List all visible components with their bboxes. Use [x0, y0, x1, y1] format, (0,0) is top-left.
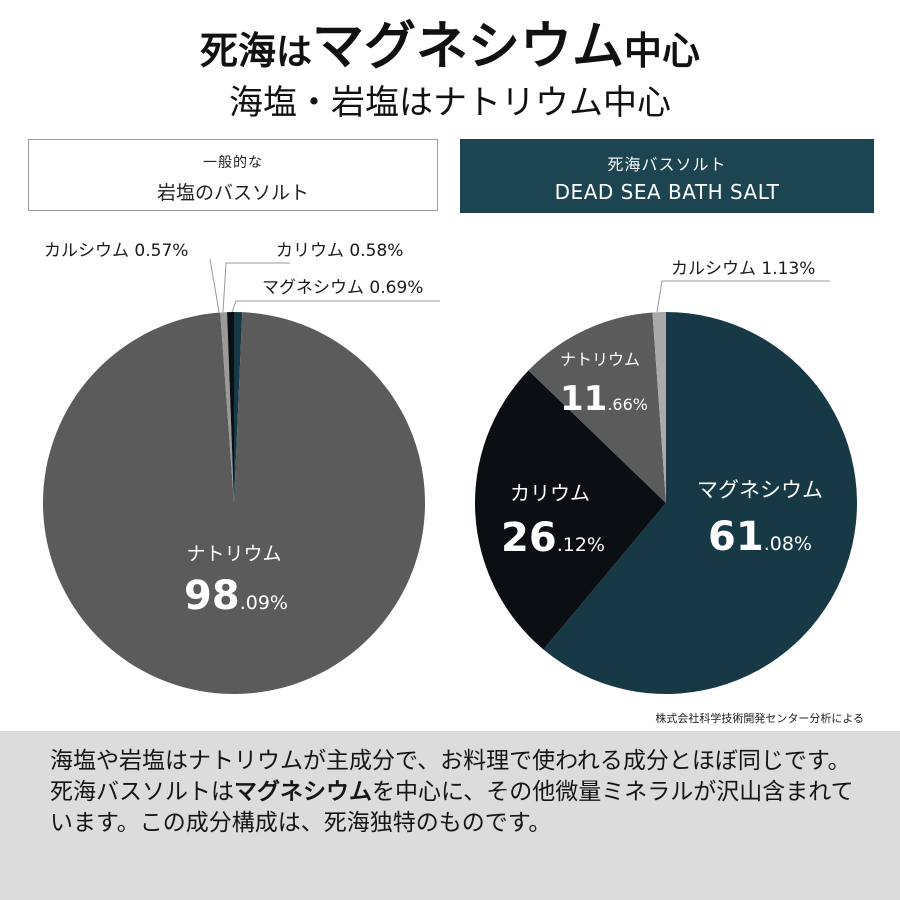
right-potassium-value: 26.12%	[501, 515, 605, 561]
right-magnesium-value: 61.08%	[708, 514, 812, 560]
left-magnesium-leader	[231, 300, 440, 313]
description-line1: 海塩や岩塩はナトリウムが主成分で、お料理で使われる成分とほぼ同じです。	[50, 748, 851, 774]
dead-sea-header-line2: DEAD SEA BATH SALT	[554, 180, 780, 204]
left-sodium-int: 98	[184, 573, 240, 619]
rock-salt-header-line1: 一般的な	[203, 155, 263, 171]
right-calcium-leader	[656, 280, 830, 313]
description-band	[0, 731, 900, 900]
left-calcium-leader	[209, 258, 220, 313]
rock-salt-slice-0	[234, 312, 243, 503]
rock-salt-header-box: 一般的な 岩塩のバスソルト	[28, 139, 438, 211]
right-potassium-name: カリウム	[510, 481, 590, 505]
right-magnesium-dec: .08%	[764, 533, 812, 555]
right-potassium-dec: .12%	[557, 534, 605, 556]
title-particle: は	[275, 32, 312, 73]
right-sodium-dec: .66%	[607, 395, 648, 414]
dead-sea-header-box: 死海バスソルト DEAD SEA BATH SALT	[460, 139, 874, 213]
description-line2-strong: マグネシウム	[234, 779, 372, 805]
rock-salt-pie	[43, 312, 426, 694]
page-title-line1: 死海はマグネシウム中心	[0, 21, 900, 78]
description-text: 海塩や岩塩はナトリウムが主成分で、お料理で使われる成分とほぼ同じです。 死海バス…	[50, 746, 870, 839]
description-line2-pre: 死海バスソルトは	[50, 779, 234, 805]
page-title-line2: 海塩・岩塩はナトリウム中心	[229, 83, 671, 123]
title-strong: マグネシウム	[312, 17, 625, 77]
right-calcium-label: カルシウム 1.13%	[671, 259, 815, 279]
right-magnesium-int: 61	[708, 514, 764, 560]
dead-sea-slice-3	[652, 312, 666, 503]
title-post: 中心	[624, 29, 701, 73]
left-potassium-leader	[222, 262, 290, 313]
dead-sea-slice-1	[475, 370, 666, 650]
left-sodium-name: ナトリウム	[186, 543, 281, 565]
rock-salt-slice-3	[227, 312, 234, 503]
left-magnesium-label: マグネシウム 0.69%	[262, 278, 423, 298]
description-line2: 死海バスソルトはマグネシウムを中心に、その他微量ミネラルが沢山含まれています。こ…	[50, 777, 870, 839]
dead-sea-slice-0	[543, 312, 857, 694]
rock-salt-slice-2	[220, 312, 234, 503]
dead-sea-slice-2	[528, 312, 666, 503]
left-sodium-value: 98.09%	[184, 573, 288, 619]
left-calcium-label: カルシウム 0.57%	[44, 241, 188, 261]
dead-sea-header-line1: 死海バスソルト	[607, 155, 727, 174]
source-note: 株式会社科学技術開発センター分析による	[655, 712, 864, 725]
left-sodium-dec: .09%	[240, 592, 288, 614]
description-line2-post: を中心に、その他微量ミネラルが沢山含まれています。この成分構成は、死海独特のもの…	[50, 779, 854, 836]
right-sodium-name: ナトリウム	[560, 350, 640, 369]
right-potassium-int: 26	[501, 515, 557, 561]
left-potassium-label: カリウム 0.58%	[276, 241, 403, 261]
dead-sea-pie	[475, 312, 857, 694]
title-pre: 死海	[199, 29, 276, 73]
rock-salt-header-line2: 岩塩のバスソルト	[156, 182, 309, 204]
right-sodium-int: 11	[560, 379, 607, 419]
rock-salt-slice-1	[43, 312, 426, 694]
right-sodium-value: 11.66%	[560, 379, 648, 419]
right-magnesium-name: マグネシウム	[697, 478, 823, 502]
